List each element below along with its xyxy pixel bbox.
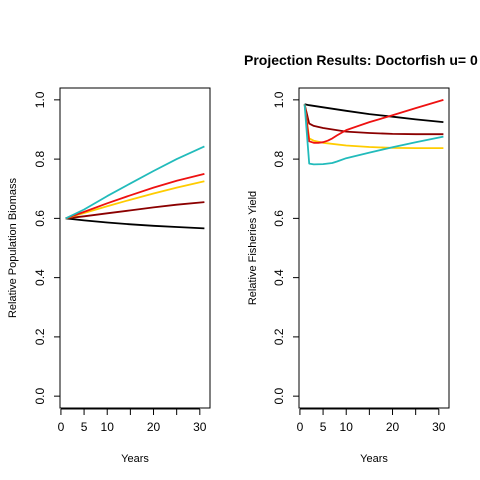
series-line-2 [303, 104, 444, 136]
series-line-1 [65, 217, 205, 230]
panel-1: 0 5 10 20 30 0.0 0.2 0.4 0.6 0.8 1.0 Years Relative … [7, 87, 211, 465]
series-line-3 [303, 104, 444, 150]
y-tick-label: 0.4 [272, 269, 286, 286]
series-line-4 [65, 173, 205, 220]
y-axis-label: Relative Population Biomass [7, 177, 19, 318]
plot-frame [59, 87, 211, 409]
y-tick-label: 0.8 [272, 150, 286, 167]
x-tick-label: 20 [147, 420, 161, 434]
y-tick-label: 0.0 [272, 387, 286, 404]
x-tick-label: 5 [320, 420, 327, 434]
y-tick-label: 0.0 [33, 387, 47, 404]
y-tick-label: 0.4 [33, 269, 47, 286]
series-line-1 [304, 103, 444, 123]
y-tick-label: 0.6 [272, 210, 286, 227]
x-tick-label: 0 [58, 420, 65, 434]
series-line-5 [65, 145, 205, 220]
y-tick-label: 0.8 [33, 150, 47, 167]
x-axis-label: Years [121, 453, 149, 465]
series-line-2 [65, 201, 205, 220]
plot-frame [298, 87, 450, 409]
x-tick-label: 20 [386, 420, 400, 434]
x-tick-label: 10 [340, 420, 354, 434]
y-tick-label: 0.2 [272, 328, 286, 345]
series-line-3 [65, 180, 205, 220]
x-tick-label: 5 [81, 420, 88, 434]
panel-2: 0 5 10 20 30 0.0 0.2 0.4 0.6 0.8 1.0 Years Relative … [247, 87, 450, 465]
x-tick-label: 30 [193, 420, 207, 434]
y-axis-label: Relative Fisheries Yield [247, 191, 259, 305]
y-tick-label: 1.0 [272, 91, 286, 108]
x-tick-label: 0 [297, 420, 304, 434]
x-tick-label: 30 [432, 420, 446, 434]
y-tick-label: 0.6 [33, 210, 47, 227]
x-axis-label: Years [360, 453, 388, 465]
series-line-5 [303, 104, 444, 166]
chart-title: Projection Results: Doctorfish u= 0 [244, 52, 478, 68]
series-line-4 [303, 99, 444, 144]
y-tick-label: 0.2 [33, 328, 47, 345]
y-tick-label: 1.0 [33, 91, 47, 108]
x-tick-label: 10 [101, 420, 115, 434]
